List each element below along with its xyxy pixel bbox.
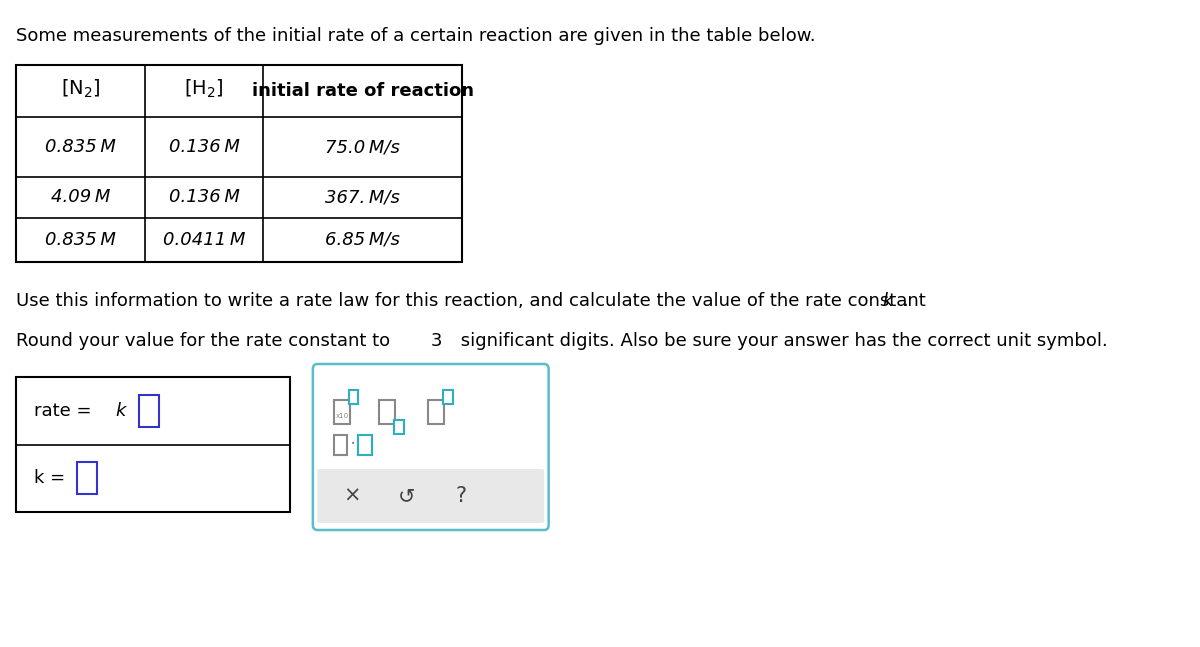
Text: ·: · <box>349 435 356 454</box>
FancyBboxPatch shape <box>395 420 403 434</box>
Text: 367. M/s: 367. M/s <box>325 188 400 206</box>
Text: $\left[\mathrm{N_2}\right]$: $\left[\mathrm{N_2}\right]$ <box>61 78 101 100</box>
Text: 4.09 M: 4.09 M <box>52 188 110 206</box>
Text: 0.136 M: 0.136 M <box>169 138 240 156</box>
FancyBboxPatch shape <box>349 390 358 404</box>
Text: Some measurements of the initial rate of a certain reaction are given in the tab: Some measurements of the initial rate of… <box>17 27 816 45</box>
Text: Use this information to write a rate law for this reaction, and calculate the va: Use this information to write a rate law… <box>17 292 932 310</box>
Text: x10: x10 <box>335 413 348 419</box>
FancyBboxPatch shape <box>317 469 544 523</box>
Text: 0.136 M: 0.136 M <box>169 188 240 206</box>
Text: 0.835 M: 0.835 M <box>46 231 116 249</box>
FancyBboxPatch shape <box>139 395 158 427</box>
Text: $\left[\mathrm{H_2}\right]$: $\left[\mathrm{H_2}\right]$ <box>185 78 224 100</box>
FancyBboxPatch shape <box>334 435 347 455</box>
Text: ×: × <box>343 486 361 506</box>
Text: ↺: ↺ <box>397 486 415 506</box>
Text: k =: k = <box>35 469 71 487</box>
Text: k: k <box>882 292 893 310</box>
Bar <box>17 65 462 262</box>
Text: 0.0411 M: 0.0411 M <box>163 231 245 249</box>
Text: Round your value for the rate constant to: Round your value for the rate constant t… <box>17 332 396 350</box>
FancyBboxPatch shape <box>428 400 444 424</box>
FancyBboxPatch shape <box>444 390 452 404</box>
Text: 0.835 M: 0.835 M <box>46 138 116 156</box>
Text: 6.85 M/s: 6.85 M/s <box>325 231 400 249</box>
Text: initial rate of reaction: initial rate of reaction <box>252 82 474 100</box>
Text: significant digits. Also be sure your answer has the correct unit symbol.: significant digits. Also be sure your an… <box>455 332 1108 350</box>
Bar <box>17 377 290 512</box>
Text: 3: 3 <box>431 332 443 350</box>
FancyBboxPatch shape <box>358 435 372 455</box>
Text: .: . <box>902 292 908 310</box>
Text: k: k <box>115 402 126 420</box>
FancyBboxPatch shape <box>334 400 350 424</box>
FancyBboxPatch shape <box>77 462 97 494</box>
FancyBboxPatch shape <box>379 400 395 424</box>
Text: rate =: rate = <box>35 402 97 420</box>
FancyBboxPatch shape <box>313 364 548 530</box>
Text: ?: ? <box>455 486 467 506</box>
Text: 75.0 M/s: 75.0 M/s <box>325 138 400 156</box>
